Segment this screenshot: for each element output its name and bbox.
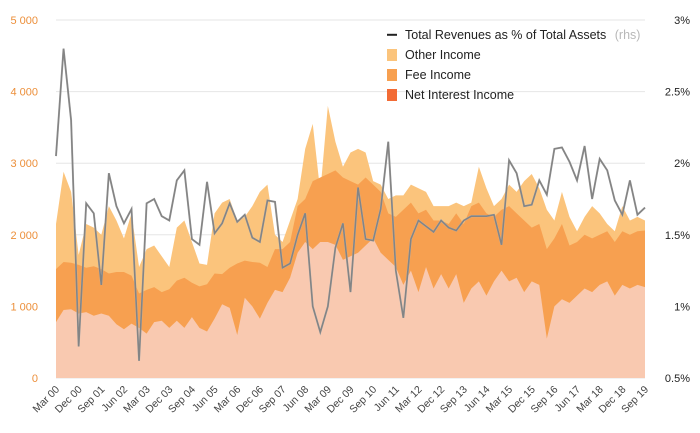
net-interest-income-area — [56, 238, 645, 378]
y-tick-right: 1% — [674, 301, 690, 313]
legend-nii-swatch — [387, 89, 397, 101]
legend-label-fee: Fee Income — [405, 68, 471, 82]
y-tick-left: 5 000 — [10, 15, 38, 27]
left-axis-ticks: 0 1 000 2 000 3 000 4 000 5 000 — [10, 15, 38, 385]
y-tick-left: 0 — [32, 373, 38, 385]
right-axis-ticks: 0.5% 1% 1.5% 2% 2.5% 3% — [665, 15, 690, 385]
legend-other-swatch — [387, 49, 397, 61]
stacked-areas — [56, 105, 645, 379]
legend-label-line: Total Revenues as % of Total Assets (rhs… — [405, 28, 640, 42]
legend-line-swatch — [387, 33, 397, 36]
y-tick-left: 1 000 — [10, 301, 38, 313]
legend-label-other: Other Income — [405, 48, 481, 62]
legend-label-line-text: Total Revenues as % of Total Assets — [405, 28, 606, 42]
y-tick-left: 4 000 — [10, 87, 38, 99]
y-tick-right: 3% — [674, 15, 690, 27]
y-tick-right: 0.5% — [665, 373, 690, 385]
legend: Total Revenues as % of Total Assets (rhs… — [387, 28, 640, 102]
y-tick-right: 2% — [674, 158, 690, 170]
y-tick-right: 1.5% — [665, 230, 690, 242]
y-tick-right: 2.5% — [665, 87, 690, 99]
legend-label-line-suffix: (rhs) — [615, 28, 641, 42]
revenue-ratio-line — [55, 48, 646, 361]
y-tick-left: 2 000 — [10, 230, 38, 242]
revenue-ratio-line-dark — [55, 48, 646, 361]
legend-fee-swatch — [387, 69, 397, 81]
legend-label-nii: Net Interest Income — [405, 88, 514, 102]
y-tick-left: 3 000 — [10, 158, 38, 170]
